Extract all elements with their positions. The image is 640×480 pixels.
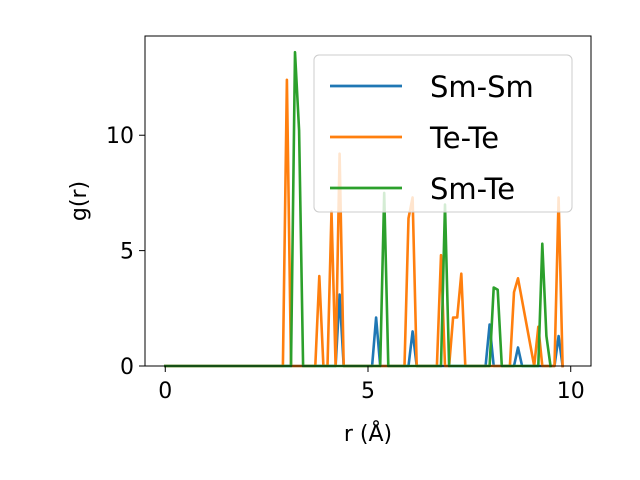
legend-items: Sm-Sm Te-Te Sm-Te	[330, 70, 534, 206]
y-tick-label: 0	[120, 355, 134, 380]
x-tick-label: 0	[158, 379, 172, 404]
x-axis: 0 5 10	[158, 366, 585, 404]
legend-label-sm-te: Sm-Te	[430, 172, 515, 206]
y-tick-label: 10	[106, 124, 134, 149]
y-tick-label: 5	[120, 240, 134, 265]
legend: Sm-Sm Te-Te Sm-Te	[313, 54, 573, 213]
series-line-te-te	[164, 78, 564, 368]
legend-label-te-te: Te-Te	[429, 121, 499, 155]
legend-box	[313, 54, 573, 213]
y-axis: 0 5 10	[106, 124, 145, 380]
x-tick-label: 10	[557, 379, 585, 404]
y-axis-label: g(r)	[67, 181, 92, 221]
x-tick-label: 5	[361, 379, 375, 404]
x-axis-label: r (Å)	[344, 420, 392, 447]
legend-label-sm-sm: Sm-Sm	[430, 70, 534, 104]
